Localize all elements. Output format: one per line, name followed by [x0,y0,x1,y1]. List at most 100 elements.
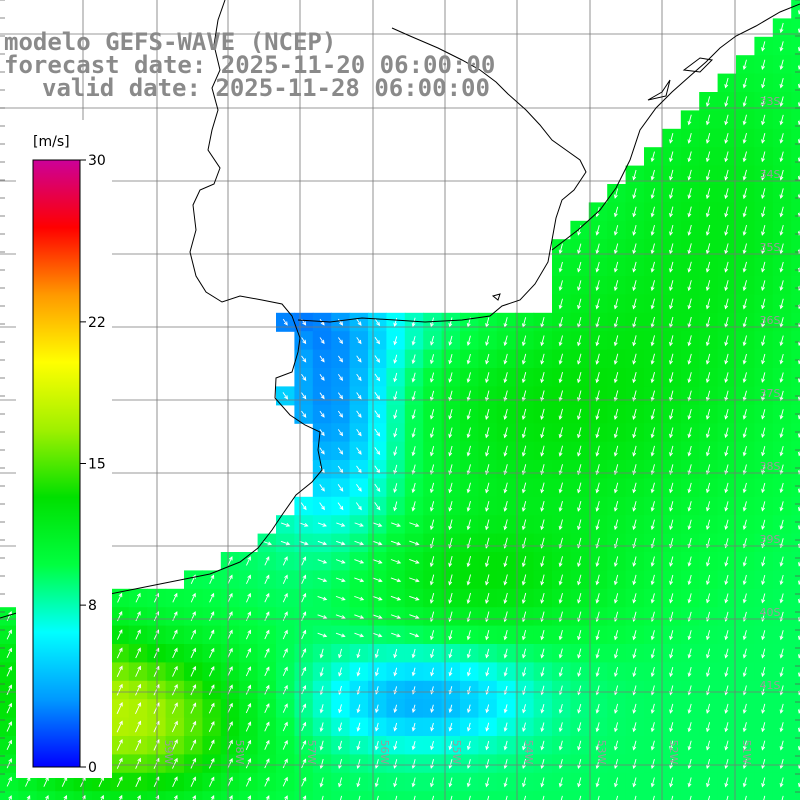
wind-arrow [558,445,563,457]
wind-arrow [522,777,527,788]
wind-arrow [503,759,508,769]
wind-arrow [669,722,674,733]
wind-arrow [779,41,784,52]
wind-arrow [540,372,545,384]
longitude-label: 57W [305,740,318,765]
wind-arrow [650,648,655,659]
wind-arrow [650,280,655,292]
wind-arrow [485,592,490,604]
wind-arrow [429,592,435,604]
wind-cell [349,791,369,800]
wind-arrow [172,592,178,603]
wind-arrow [521,592,527,604]
wind-arrow [687,482,692,494]
wind-arrow [540,759,545,770]
wind-arrow [466,592,471,604]
wind-cell [460,791,479,800]
wind-arrow [779,758,784,770]
wind-arrow [209,574,215,585]
wind-arrow [466,648,471,659]
wind-arrow [280,522,291,527]
wind-arrow [356,740,361,751]
wind-arrow [430,354,435,365]
wind-arrow [319,722,324,733]
wind-arrow [393,354,398,364]
wind-arrow [724,353,729,365]
wind-arrow [614,648,619,659]
wind-arrow [135,592,141,603]
wind-arrow [319,429,325,437]
wind-arrow [301,666,307,676]
wind-arrow [153,592,160,603]
wind-arrow [338,722,342,732]
wind-arrow [650,482,655,494]
wind-arrow [282,648,288,658]
wind-arrow [356,318,362,326]
wind-cell [791,368,800,387]
wind-arrow [724,519,729,530]
wind-arrow [411,409,416,420]
wind-arrow [558,759,563,770]
wind-arrow [301,410,307,418]
wind-arrow [227,666,233,677]
wind-arrow [540,777,545,788]
wind-arrow [705,169,711,181]
wind-arrow [558,390,564,402]
wind-arrow [503,372,508,384]
wind-arrow [485,427,490,439]
wind-arrow [687,722,692,733]
wind-arrow [669,243,674,255]
wind-arrow [687,298,692,310]
wind-arrow [742,261,747,273]
wind-arrow [409,614,420,619]
wind-arrow [448,630,453,641]
wind-arrow [503,482,508,494]
longitude-label: 55W [450,740,463,765]
wind-arrow [485,408,490,420]
title-block: modelo GEFS-WAVE (NCEP) forecast date: 2… [4,28,495,102]
wind-arrow [613,556,619,567]
wind-arrow [705,501,711,512]
wind-arrow [172,647,178,659]
wind-cell [184,791,203,800]
wind-arrow [337,447,344,455]
wind-arrow [503,335,508,347]
wind-arrow [669,206,674,218]
wind-arrow [485,630,490,641]
wind-arrow [116,647,123,659]
wind-arrow [190,776,196,787]
wind-arrow [652,795,655,800]
wind-arrow [595,703,600,714]
wind-arrow [577,261,582,273]
wind-arrow [395,795,398,800]
wind-arrow [779,648,784,659]
wind-arrow [595,482,600,494]
wind-arrow [687,206,692,218]
wind-arrow [724,390,729,402]
wind-arrow [577,574,582,586]
wind-arrow [6,721,12,732]
wind-arrow [374,667,379,677]
wind-arrow [317,559,328,564]
wind-arrow [669,556,674,567]
wind-arrow [761,703,766,714]
wind-arrow [393,759,398,769]
wind-arrow [262,540,272,546]
wind-arrow [135,629,141,640]
wind-arrow [374,648,379,659]
wind-cell [791,570,800,590]
wind-arrow [116,738,123,751]
wind-cell [18,791,38,800]
wind-arrow [300,502,307,511]
wind-arrow [390,595,402,601]
wind-arrow [761,464,766,475]
wind-arrow [227,721,233,732]
wind-arrow [632,353,637,365]
wind-arrow [558,740,563,751]
wind-arrow [669,777,674,788]
wind-arrow [354,632,365,638]
wind-arrow [761,133,766,144]
wind-arrow [466,390,471,402]
wind-arrow [650,758,655,770]
wind-arrow [521,630,527,641]
